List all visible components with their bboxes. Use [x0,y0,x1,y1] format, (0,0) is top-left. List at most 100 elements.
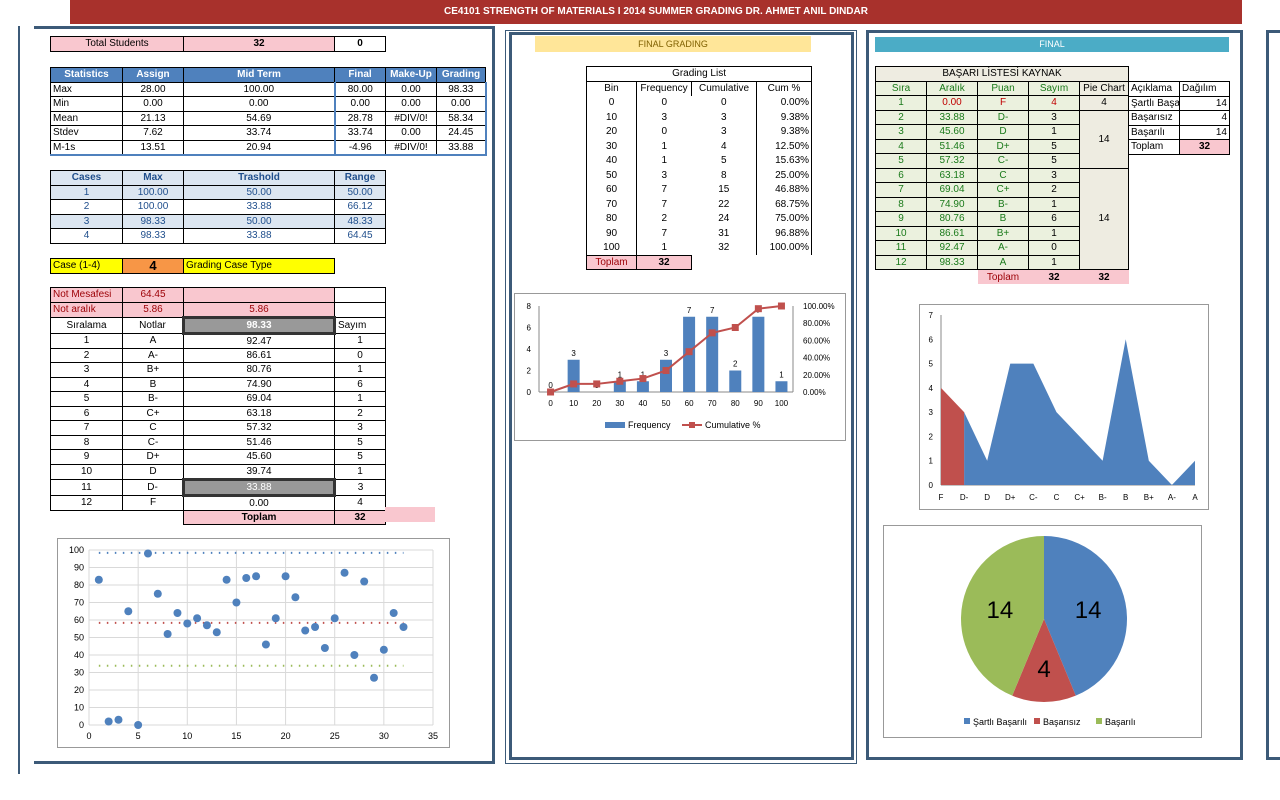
stats-cell[interactable]: 80.00 [333,81,386,97]
basari-cell[interactable]: 7 [875,182,927,198]
basari-cell[interactable]: C [977,167,1029,183]
grade-cell[interactable]: D [122,463,184,480]
pie-chart-count[interactable]: 14 [1078,109,1130,169]
basari-cell[interactable]: 51.46 [926,138,978,154]
grading-list-cell[interactable]: 4 [720,140,727,152]
basari-cell[interactable]: 1 [875,95,927,111]
grade-cell[interactable]: 39.74 [183,463,335,480]
grade-cell[interactable]: 5 [50,391,123,407]
grade-cell[interactable]: 9 [50,449,123,465]
cases-cell[interactable]: 50.00 [334,184,386,200]
grading-list-cell[interactable]: 1 [661,155,668,167]
stats-cell[interactable]: 0.00 [122,96,184,112]
cases-cell[interactable]: 1 [50,184,123,200]
grade-cell[interactable]: 80.76 [183,362,335,378]
basari-cell[interactable]: 63.18 [926,167,978,183]
grade-cell[interactable]: B [122,376,184,392]
grading-list-cell[interactable]: 100 [586,240,637,255]
basari-toplam-value-2[interactable]: 32 [1079,269,1129,284]
grade-cell[interactable]: 92.47 [183,332,335,349]
basari-cell[interactable]: 5 [1028,138,1080,154]
basari-cell[interactable]: 4 [1028,95,1080,111]
grading-list-cell[interactable]: 1 [661,140,668,152]
stats-cell[interactable]: 98.33 [436,81,487,97]
grade-cell[interactable]: 1 [334,463,386,480]
grading-list-cell[interactable]: 3 [661,111,668,123]
cases-cell[interactable]: 50.00 [183,184,335,200]
not-aralik-value-2[interactable]: 5.86 [183,301,335,318]
stats-cell[interactable]: #DIV/0! [385,139,437,156]
basari-cell[interactable]: A [977,254,1029,270]
grading-list-cell[interactable]: 20 [586,124,637,139]
grade-cell[interactable]: 63.18 [183,405,335,421]
basari-cell[interactable]: 45.60 [926,124,978,140]
basari-cell[interactable]: 1 [1028,196,1080,212]
stats-cell[interactable]: 33.88 [436,139,487,156]
basari-cell[interactable]: 92.47 [926,240,978,256]
grade-cell[interactable]: C+ [122,405,184,421]
basari-cell[interactable]: 3 [1028,109,1080,125]
grading-list-cell[interactable]: 9.38% [755,124,813,139]
grade-cell[interactable]: F [122,494,184,511]
summary-value[interactable]: 4 [1179,110,1230,126]
grading-list-cell[interactable]: 7 [661,184,668,196]
grade-cell[interactable]: 2 [50,347,123,363]
grade-cell[interactable]: C- [122,434,184,450]
stats-cell[interactable]: 33.74 [333,125,386,141]
stats-cell[interactable]: 13.51 [122,139,184,156]
stats-cell[interactable]: 100.00 [183,81,335,97]
stats-cell[interactable]: M-1s [50,139,123,156]
basari-cell[interactable]: 1 [1028,254,1080,270]
grade-cell[interactable]: 57.32 [183,420,335,436]
basari-cell[interactable]: 11 [875,240,927,256]
grading-list-cell[interactable]: 0 [661,126,668,138]
stats-cell[interactable]: 0.00 [333,96,386,112]
grade-cell[interactable]: 2 [334,405,386,421]
grading-list-cell[interactable]: 15.63% [755,153,813,168]
grading-list-cell[interactable]: 12.50% [755,139,813,154]
grade-cell[interactable]: 74.90 [183,376,335,392]
stats-cell[interactable]: Min [50,96,123,112]
stats-cell[interactable]: 0.00 [385,81,437,97]
grading-list-cell[interactable]: 15 [718,184,730,196]
grade-threshold-value[interactable]: 33.88 [182,477,336,497]
basari-cell[interactable]: D [977,124,1029,140]
basari-cell[interactable]: B+ [977,225,1029,241]
basari-cell[interactable]: 3 [875,124,927,140]
basari-cell[interactable]: 33.88 [926,109,978,125]
grade-cell[interactable]: 45.60 [183,449,335,465]
basari-toplam-value[interactable]: 32 [1028,269,1080,284]
grading-list-cell[interactable]: 96.88% [755,226,813,241]
grading-list-cell[interactable]: 32 [718,242,730,254]
basari-cell[interactable]: 1 [1028,225,1080,241]
stats-cell[interactable]: 33.74 [183,125,335,141]
grade-cell[interactable]: 3 [334,478,386,496]
grading-list-cell[interactable]: 10 [586,110,637,125]
grade-cell[interactable]: 4 [50,376,123,392]
stats-cell[interactable]: 0.00 [385,125,437,141]
stats-cell[interactable]: 58.34 [436,110,487,126]
not-aralik-value[interactable]: 5.86 [122,301,184,318]
grading-list-cell[interactable]: 7 [661,227,668,239]
grading-list-cell[interactable]: 3 [720,111,727,123]
grade-cell[interactable]: B+ [122,362,184,378]
cases-cell[interactable]: 3 [50,213,123,229]
cases-cell[interactable]: 100.00 [122,184,184,200]
grade-cell[interactable]: A [122,332,184,349]
basari-cell[interactable]: 6 [1028,211,1080,227]
grading-list-cell[interactable]: 40 [586,153,637,168]
stats-cell[interactable]: 20.94 [183,139,335,156]
basari-cell[interactable]: 5 [875,153,927,169]
grade-cell[interactable]: 12 [50,494,123,511]
grade-cell[interactable]: 5 [334,434,386,450]
pie-chart-count[interactable]: 14 [1078,167,1130,270]
grade-cell[interactable]: 10 [50,463,123,480]
summary-value[interactable]: 14 [1179,124,1230,140]
grading-list-cell[interactable]: 80 [586,211,637,226]
stats-cell[interactable]: Max [50,81,123,97]
grading-list-cell[interactable]: 2 [661,213,668,225]
grade-cell[interactable]: 1 [334,362,386,378]
basari-cell[interactable]: C- [977,153,1029,169]
basari-cell[interactable]: B- [977,196,1029,212]
basari-cell[interactable]: 3 [1028,167,1080,183]
